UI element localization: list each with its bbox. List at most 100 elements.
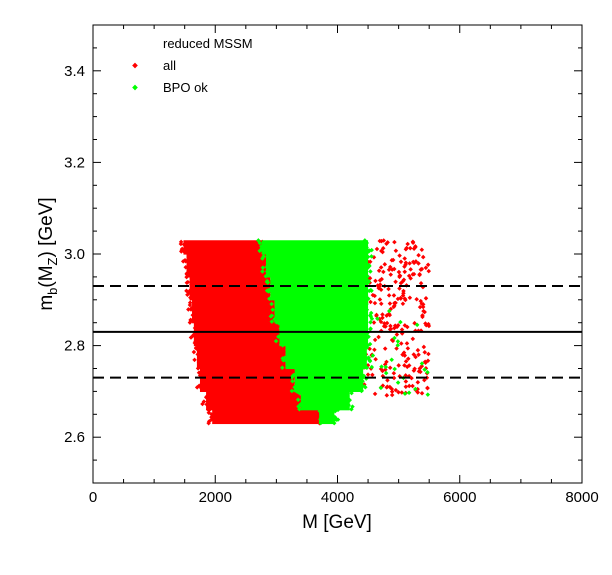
data-point — [358, 367, 364, 373]
data-point — [264, 269, 270, 274]
data-point — [396, 363, 401, 368]
data-point — [184, 280, 190, 286]
data-point — [381, 269, 386, 275]
data-point — [395, 339, 401, 344]
data-point — [368, 269, 373, 274]
data-point — [280, 341, 285, 347]
data-point — [410, 272, 416, 277]
data-point — [295, 367, 301, 373]
data-point — [403, 359, 409, 364]
data-point — [374, 246, 380, 252]
data-point — [185, 292, 190, 298]
data-point — [364, 365, 370, 370]
data-point — [392, 366, 397, 372]
data-point — [402, 269, 408, 275]
data-point — [367, 341, 373, 347]
data-point — [185, 257, 191, 263]
data-point — [388, 272, 393, 277]
data-point — [292, 388, 298, 393]
data-point — [269, 319, 275, 324]
data-point — [416, 252, 421, 258]
data-point — [257, 248, 262, 254]
data-point — [290, 378, 295, 384]
data-point — [349, 390, 354, 396]
data-point — [366, 296, 371, 302]
data-point — [406, 383, 412, 389]
data-point — [411, 259, 416, 265]
data-point — [398, 296, 404, 301]
data-point — [417, 272, 422, 278]
data-point — [412, 366, 417, 372]
data-point — [364, 333, 369, 339]
data-point — [420, 313, 425, 318]
data-point — [186, 307, 191, 312]
data-point — [372, 300, 378, 306]
data-point — [376, 334, 381, 340]
data-point — [397, 286, 402, 291]
data-point — [419, 363, 425, 369]
data-point — [407, 295, 413, 300]
data-point — [362, 384, 367, 389]
data-point — [400, 301, 406, 306]
dense-band — [274, 299, 369, 324]
data-point — [418, 369, 423, 375]
data-point — [362, 338, 368, 344]
data-point — [328, 419, 334, 425]
data-point — [192, 340, 198, 346]
dense-band — [265, 254, 369, 278]
data-point — [393, 279, 398, 285]
data-point — [384, 393, 390, 398]
data-point — [391, 370, 397, 376]
data-point — [400, 352, 405, 357]
data-point — [393, 387, 399, 393]
data-point — [372, 347, 377, 353]
data-point — [410, 240, 416, 246]
data-point — [400, 293, 406, 298]
series-bpo-ok — [261, 240, 369, 425]
data-point — [364, 307, 370, 313]
data-point — [364, 245, 369, 250]
x-tick-label: 2000 — [199, 489, 232, 506]
data-point — [199, 385, 204, 391]
data-point — [404, 364, 410, 370]
data-point — [419, 301, 424, 307]
data-point — [280, 352, 285, 358]
data-point — [387, 308, 392, 314]
data-point — [421, 344, 427, 350]
data-point — [389, 357, 394, 363]
tick-labels: 0 2000 4000 6000 8000 2.6 2.8 3.0 3.2 3.4 — [64, 63, 599, 506]
data-point — [195, 366, 201, 371]
data-point — [200, 371, 205, 376]
data-point — [388, 323, 393, 329]
data-point — [365, 274, 370, 279]
data-point — [295, 384, 301, 389]
data-point — [268, 287, 273, 292]
data-point — [378, 385, 384, 391]
data-point — [417, 304, 423, 310]
data-point — [279, 327, 285, 332]
data-point — [398, 319, 403, 325]
data-point — [365, 372, 371, 377]
data-point — [360, 378, 365, 384]
data-point — [387, 365, 393, 370]
data-point — [270, 307, 275, 313]
data-point — [384, 320, 390, 326]
data-point — [402, 323, 408, 328]
data-point — [209, 412, 214, 417]
data-point — [384, 313, 389, 318]
data-point — [363, 248, 368, 254]
data-point — [283, 357, 288, 363]
data-point — [416, 352, 421, 357]
y-tick-label: 3.2 — [64, 154, 85, 171]
data-point — [386, 286, 391, 292]
data-point — [362, 269, 367, 274]
data-point — [264, 288, 270, 293]
data-point — [413, 386, 418, 392]
data-point — [367, 358, 373, 363]
data-point — [389, 392, 395, 398]
x-tick-label: 6000 — [443, 489, 476, 506]
data-point — [190, 312, 195, 318]
data-point — [425, 385, 430, 391]
data-point — [362, 357, 367, 363]
data-point — [398, 259, 404, 265]
